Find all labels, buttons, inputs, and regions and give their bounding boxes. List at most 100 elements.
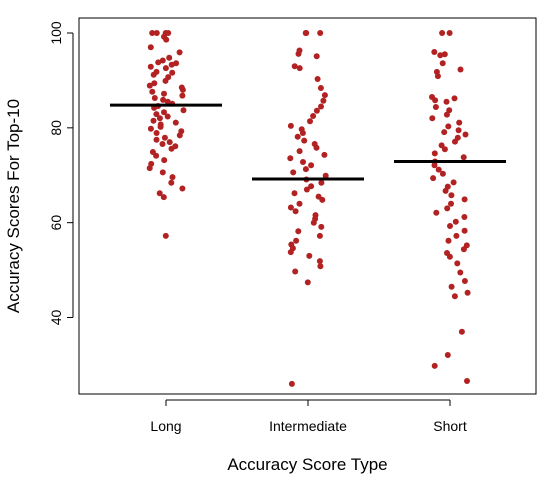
- data-point: [444, 352, 451, 358]
- data-point: [180, 107, 187, 114]
- y-axis-title: Accuracy Scores For Top-10: [4, 99, 23, 313]
- data-point: [159, 57, 166, 64]
- data-point: [429, 115, 436, 122]
- data-point: [151, 95, 158, 101]
- data-point: [153, 30, 160, 36]
- data-point: [287, 122, 294, 129]
- data-point: [433, 209, 440, 216]
- data-point: [317, 85, 324, 91]
- data-point: [161, 109, 167, 116]
- data-point: [288, 380, 295, 387]
- data-point: [161, 157, 168, 164]
- y-tick-label: 40: [48, 310, 64, 326]
- data-point: [153, 152, 160, 159]
- data-point: [441, 129, 448, 136]
- data-point: [162, 77, 169, 84]
- data-point: [291, 63, 298, 70]
- x-tick-label: Short: [433, 418, 467, 434]
- data-point: [442, 187, 449, 194]
- y-tick-label: 80: [48, 120, 64, 136]
- data-point: [316, 258, 323, 265]
- data-point: [313, 53, 320, 60]
- data-point: [461, 214, 468, 220]
- data-point: [314, 76, 321, 82]
- data-point: [439, 30, 446, 36]
- data-point: [447, 223, 453, 229]
- data-point: [464, 289, 471, 296]
- data-point: [460, 246, 467, 253]
- data-point: [156, 115, 163, 122]
- data-point: [435, 166, 442, 173]
- mean-lines: [110, 103, 506, 181]
- data-point: [446, 30, 453, 36]
- data-point: [451, 293, 458, 300]
- data-point: [153, 111, 160, 118]
- data-point: [168, 145, 175, 152]
- data-point: [457, 269, 464, 276]
- data-point: [431, 362, 438, 369]
- data-point: [302, 30, 309, 36]
- data-point: [160, 96, 167, 103]
- data-point: [461, 196, 468, 203]
- data-point: [150, 71, 157, 78]
- data-point: [287, 155, 294, 162]
- data-point: [446, 253, 453, 260]
- data-point: [453, 232, 460, 239]
- data-point: [176, 132, 183, 139]
- data-point: [172, 119, 179, 126]
- data-point: [161, 134, 168, 141]
- data-point: [153, 136, 160, 143]
- y-axis: 40 60 80 100: [48, 21, 74, 326]
- data-point: [292, 208, 299, 215]
- data-point: [294, 133, 301, 140]
- data-point: [296, 65, 303, 72]
- data-point: [313, 144, 320, 151]
- data-point: [147, 63, 154, 70]
- data-point: [316, 232, 323, 239]
- data-point: [439, 60, 446, 67]
- data-point: [155, 59, 162, 66]
- data-point: [445, 237, 452, 244]
- data-point: [432, 104, 439, 110]
- data-point: [319, 196, 326, 203]
- data-point: [445, 123, 452, 130]
- x-tick-label: Long: [150, 418, 181, 434]
- data-point: [307, 118, 313, 125]
- data-point: [147, 125, 154, 132]
- data-point: [461, 227, 468, 234]
- data-point: [176, 49, 183, 56]
- data-point: [301, 137, 308, 144]
- data-point: [159, 141, 166, 147]
- data-point: [306, 252, 313, 259]
- data-point: [156, 190, 163, 197]
- data-point: [321, 92, 328, 99]
- x-axis: Long Intermediate Short: [150, 399, 467, 434]
- data-point: [166, 54, 173, 61]
- data-point: [452, 138, 458, 145]
- data-point: [443, 111, 450, 118]
- data-point: [432, 97, 439, 104]
- data-point: [299, 130, 306, 136]
- data-point: [296, 200, 303, 207]
- data-point: [462, 131, 469, 138]
- data-point: [304, 279, 311, 286]
- data-point: [293, 237, 300, 244]
- data-point: [162, 65, 169, 72]
- data-point: [287, 249, 294, 256]
- data-point: [451, 95, 458, 102]
- data-point: [146, 165, 153, 172]
- data-point: [302, 166, 309, 173]
- data-point: [443, 98, 450, 105]
- data-point: [321, 151, 328, 158]
- data-point: [308, 162, 315, 169]
- data-point: [320, 97, 327, 104]
- x-axis-title: Accuracy Score Type: [227, 455, 387, 474]
- data-point: [431, 162, 438, 169]
- data-point: [318, 103, 324, 110]
- data-point: [452, 218, 459, 225]
- data-point: [163, 36, 170, 43]
- data-point: [448, 200, 454, 207]
- data-point: [303, 186, 310, 193]
- data-point: [318, 179, 325, 186]
